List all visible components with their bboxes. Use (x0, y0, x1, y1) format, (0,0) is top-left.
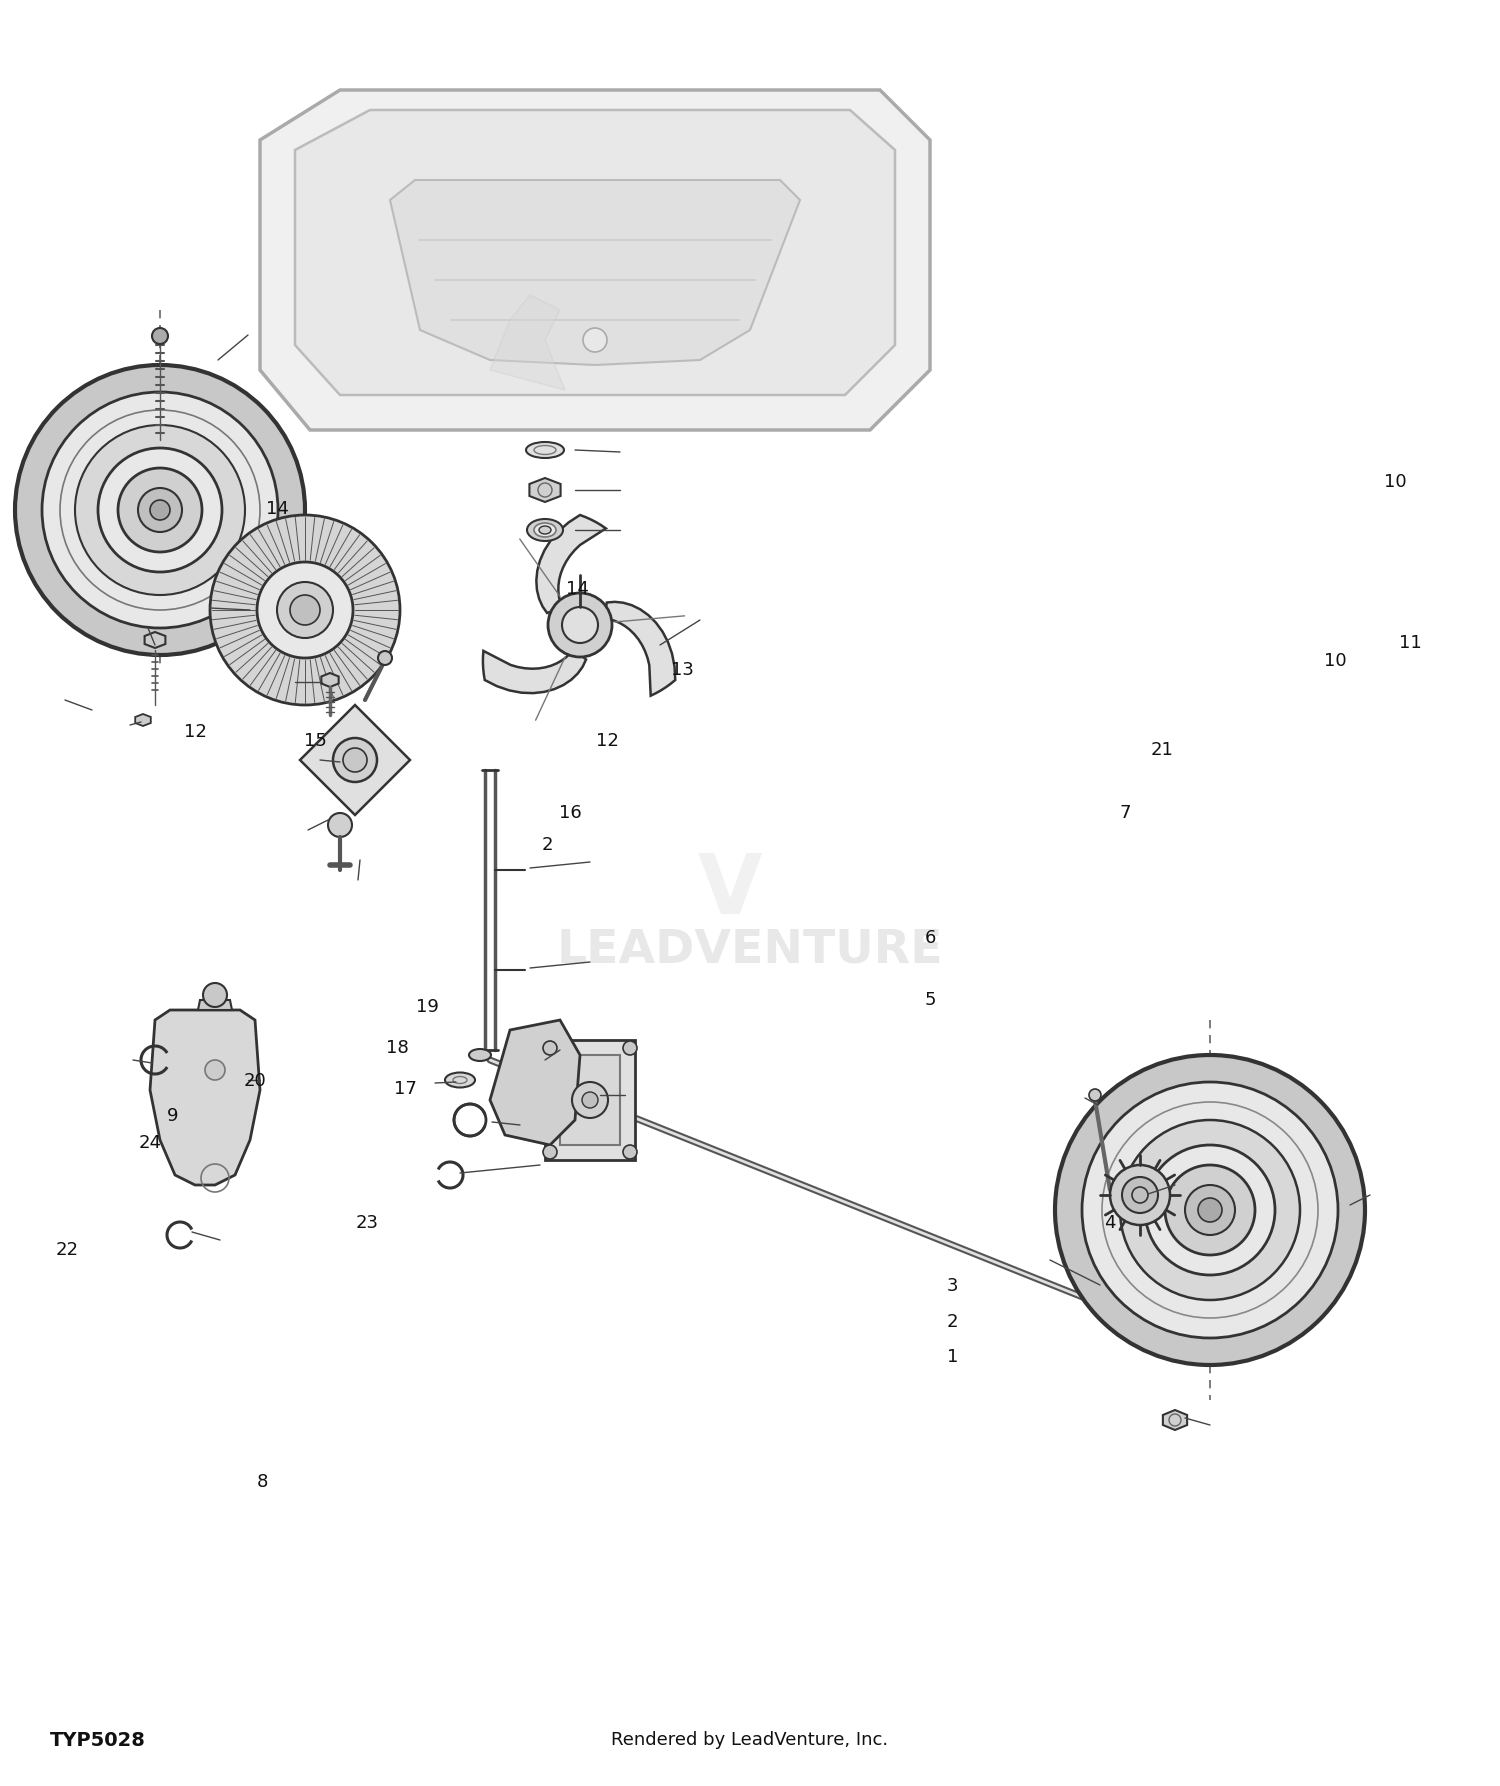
Circle shape (543, 1145, 556, 1159)
Text: 11: 11 (1398, 634, 1422, 652)
Circle shape (344, 748, 368, 772)
Text: 3: 3 (946, 1277, 958, 1295)
Text: 20: 20 (243, 1072, 267, 1089)
Circle shape (202, 982, 226, 1007)
Ellipse shape (1136, 1320, 1154, 1331)
Polygon shape (604, 602, 675, 697)
Circle shape (75, 425, 244, 595)
Polygon shape (483, 648, 586, 693)
Text: 23: 23 (356, 1214, 380, 1232)
Polygon shape (530, 479, 561, 502)
Polygon shape (490, 295, 566, 389)
Polygon shape (296, 111, 896, 395)
Text: 17: 17 (393, 1081, 417, 1098)
Circle shape (1198, 1198, 1222, 1222)
Text: 8: 8 (256, 1473, 268, 1491)
Polygon shape (321, 673, 339, 688)
Text: Rendered by LeadVenture, Inc.: Rendered by LeadVenture, Inc. (612, 1731, 888, 1748)
Polygon shape (260, 89, 930, 430)
Text: 12: 12 (183, 723, 207, 741)
Circle shape (152, 329, 168, 345)
Polygon shape (144, 632, 165, 648)
Text: 16: 16 (558, 804, 582, 822)
Circle shape (543, 1041, 556, 1056)
Circle shape (1089, 1089, 1101, 1100)
Ellipse shape (470, 1048, 490, 1061)
Circle shape (1144, 1145, 1275, 1275)
Polygon shape (544, 1039, 634, 1159)
Ellipse shape (526, 520, 562, 541)
Circle shape (378, 652, 392, 664)
Polygon shape (198, 1000, 232, 1011)
Text: 19: 19 (416, 998, 440, 1016)
Text: 18: 18 (386, 1039, 410, 1057)
Circle shape (1110, 1164, 1170, 1225)
Polygon shape (1162, 1409, 1186, 1431)
Circle shape (562, 607, 598, 643)
Text: 2: 2 (542, 836, 554, 854)
Polygon shape (560, 1056, 620, 1145)
Circle shape (210, 514, 400, 705)
Ellipse shape (446, 1073, 476, 1088)
Ellipse shape (534, 523, 556, 538)
Circle shape (206, 1061, 225, 1081)
Text: 22: 22 (56, 1241, 80, 1259)
Circle shape (622, 1041, 638, 1056)
Circle shape (118, 468, 202, 552)
Ellipse shape (538, 527, 550, 534)
Circle shape (622, 1145, 638, 1159)
Circle shape (572, 1082, 608, 1118)
Circle shape (256, 563, 352, 657)
Text: 9: 9 (166, 1107, 178, 1125)
Polygon shape (300, 705, 410, 814)
Text: 5: 5 (924, 991, 936, 1009)
Text: 10: 10 (1383, 473, 1407, 491)
Text: 14: 14 (566, 580, 590, 598)
Circle shape (98, 448, 222, 572)
Text: 24: 24 (138, 1134, 162, 1152)
Text: 6: 6 (924, 929, 936, 947)
Circle shape (582, 1091, 598, 1107)
Circle shape (15, 364, 304, 655)
Text: 21: 21 (1150, 741, 1174, 759)
Text: 12: 12 (596, 732, 619, 750)
Ellipse shape (526, 441, 564, 457)
Text: 7: 7 (1119, 804, 1131, 822)
Circle shape (548, 593, 612, 657)
Circle shape (1054, 1056, 1365, 1365)
Circle shape (1166, 1164, 1256, 1256)
Polygon shape (390, 180, 800, 364)
Circle shape (1122, 1177, 1158, 1213)
Circle shape (278, 582, 333, 638)
Circle shape (42, 391, 278, 629)
Circle shape (328, 813, 352, 838)
Circle shape (1120, 1120, 1300, 1300)
Polygon shape (150, 1011, 260, 1184)
Text: 15: 15 (303, 732, 327, 750)
Circle shape (138, 488, 182, 532)
Text: 1: 1 (946, 1348, 958, 1366)
Text: 10: 10 (1323, 652, 1347, 670)
Text: LEADVENTURE: LEADVENTURE (556, 927, 944, 973)
Polygon shape (537, 514, 606, 613)
Polygon shape (135, 714, 152, 725)
Polygon shape (490, 1020, 580, 1145)
Circle shape (584, 329, 608, 352)
Text: 2: 2 (946, 1313, 958, 1331)
Circle shape (333, 738, 376, 782)
Circle shape (1082, 1082, 1338, 1338)
Circle shape (290, 595, 320, 625)
Text: 13: 13 (670, 661, 694, 679)
Text: TYP5028: TYP5028 (50, 1731, 146, 1750)
Text: V: V (698, 850, 762, 931)
Text: 4: 4 (1104, 1214, 1116, 1232)
Circle shape (150, 500, 170, 520)
Circle shape (1185, 1184, 1234, 1234)
Text: 14: 14 (266, 500, 290, 518)
